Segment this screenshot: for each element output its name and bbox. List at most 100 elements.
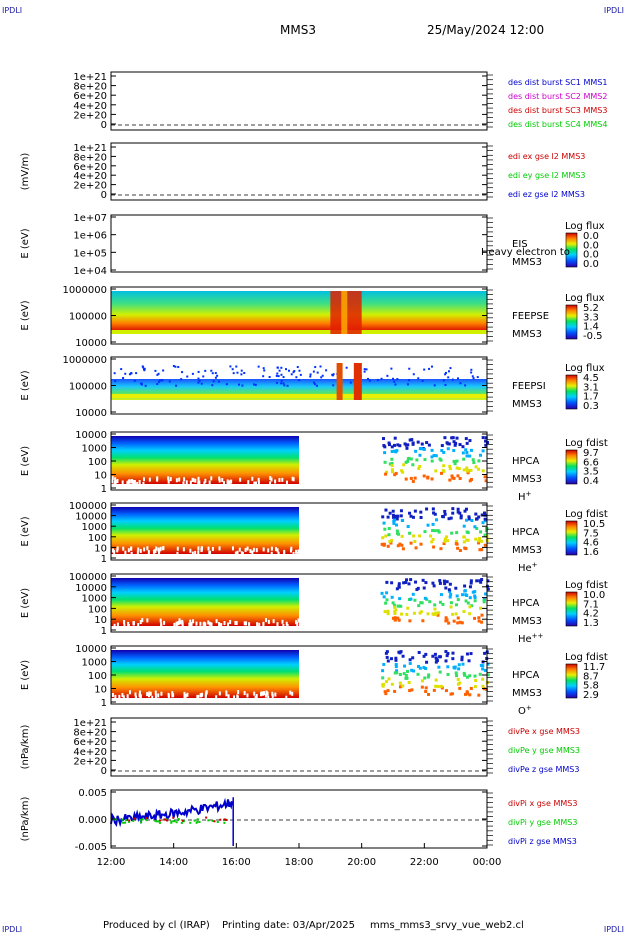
series-marker-y	[128, 820, 131, 823]
spectrogram-speck	[438, 670, 442, 674]
spectrogram-speck	[401, 470, 405, 474]
spectrogram-fill	[111, 436, 299, 484]
spectrogram-gap-speck	[266, 691, 269, 696]
spectrogram-speck	[444, 689, 448, 693]
spectrogram-speck	[408, 367, 411, 370]
y-tick-label: 1e+21	[73, 72, 107, 83]
spectrogram-speck	[431, 537, 435, 541]
spectrogram-speck	[309, 375, 312, 378]
spectrogram-speck	[473, 616, 477, 620]
spectrogram-gap-speck	[130, 551, 133, 556]
spectrogram-gap-speck	[263, 691, 266, 696]
spectrogram-speck	[418, 464, 422, 468]
y-axis-label: (nPa/km)	[20, 725, 31, 770]
spectrogram-gap-speck	[200, 547, 203, 552]
colorbar-tick-label: 0.0	[583, 240, 599, 251]
spectrogram-speck	[158, 380, 161, 383]
spectrogram-speck	[387, 441, 391, 445]
spectrogram-speck	[468, 439, 472, 443]
spectrogram-gap-speck	[138, 693, 141, 698]
spectrogram-speck	[390, 581, 394, 585]
spectrogram-speck	[410, 438, 414, 442]
panel-species-charge: +	[526, 704, 532, 712]
spectrogram-speck	[403, 442, 407, 446]
y-axis-label: E (eV)	[20, 370, 31, 400]
spectrogram-speck	[284, 368, 287, 371]
spectrogram-speck	[458, 686, 462, 690]
spectrogram-speck	[394, 514, 398, 518]
colorbar-tick-label: 1.4	[583, 322, 599, 333]
spectrogram-speck	[394, 608, 398, 612]
spectrogram-speck	[386, 515, 390, 519]
spectrogram-speck	[436, 613, 440, 617]
y-tick-label: 10000	[75, 644, 107, 655]
spectrogram-gap-speck	[189, 480, 192, 485]
spectrogram-speck	[431, 507, 435, 511]
spectrogram-gap-speck	[218, 691, 221, 696]
spectrogram-gap-speck	[197, 546, 200, 551]
spectrogram-speck	[393, 473, 397, 477]
spectrogram-speck	[414, 580, 418, 584]
spectrogram-speck	[461, 445, 465, 449]
spectrogram-speck	[486, 662, 490, 666]
spectrogram-gap-speck	[111, 479, 114, 484]
spectrogram-speck	[398, 685, 402, 689]
spectrogram-speck	[444, 650, 448, 654]
x-tick-label: 16:00	[222, 857, 251, 868]
spectrogram-gap-speck	[159, 546, 162, 551]
spectrogram-speck	[408, 658, 412, 662]
x-tick-label: 18:00	[285, 857, 314, 868]
spectrogram-gap-speck	[116, 622, 119, 627]
y-tick-label: 100000	[69, 501, 107, 512]
spectrogram-speck	[386, 612, 390, 616]
spectrogram-gap-speck	[264, 693, 267, 698]
spectrogram-speck	[280, 373, 283, 376]
spectrogram-speck	[421, 379, 424, 382]
spectrogram-gap-speck	[160, 691, 163, 696]
spectrogram-speck	[486, 673, 490, 677]
spectrogram-speck	[446, 665, 450, 669]
spectrogram-gap-speck	[204, 694, 207, 699]
spectrogram-speck	[444, 383, 447, 386]
legend-entry: edi ex gse l2 MMS3	[508, 152, 585, 161]
spectrogram-speck	[381, 676, 385, 680]
spectrogram-speck	[442, 464, 446, 468]
spectrogram-gap-speck	[157, 551, 160, 556]
spectrogram-gap-speck	[198, 480, 201, 485]
spectrogram-speck	[401, 684, 405, 688]
spectrogram-speck	[413, 509, 417, 513]
spectrogram-speck	[452, 459, 456, 463]
spectrogram-band	[111, 330, 487, 334]
spectrogram-speck	[464, 384, 467, 387]
spectrogram-speck	[276, 381, 279, 384]
spectrogram-gap-speck	[126, 694, 129, 699]
spectrogram-speck	[483, 651, 487, 655]
colorbar-tick-label: 10.0	[583, 590, 605, 601]
spectrogram-speck	[477, 616, 481, 620]
spectrogram-speck	[386, 374, 389, 377]
spectrogram-speck	[432, 545, 436, 549]
spectrogram-speck	[409, 541, 413, 545]
colorbar-tick-label: 7.5	[583, 528, 599, 539]
spectrogram-speck	[432, 584, 436, 588]
spectrogram-speck	[465, 675, 469, 679]
panel-frame	[110, 573, 488, 633]
spectrogram-speck	[449, 601, 453, 605]
spectrogram-speck	[451, 436, 455, 440]
spectrogram-speck	[462, 540, 466, 544]
colorbar-tick-label: 1.6	[583, 547, 599, 558]
spectrogram-speck	[468, 585, 472, 589]
spectrogram-speck	[390, 367, 393, 370]
spectrogram-speck	[408, 438, 412, 442]
spectrogram-speck	[386, 544, 390, 548]
spectrogram-speck	[473, 685, 477, 689]
spectrogram-speck	[456, 621, 460, 625]
spectrogram-speck	[384, 692, 388, 696]
spectrogram-gap-speck	[157, 547, 160, 552]
spectrogram-speck	[430, 455, 434, 459]
spectrogram-speck	[454, 441, 458, 445]
series-marker-y	[132, 819, 135, 822]
spectrogram-speck	[390, 457, 394, 461]
